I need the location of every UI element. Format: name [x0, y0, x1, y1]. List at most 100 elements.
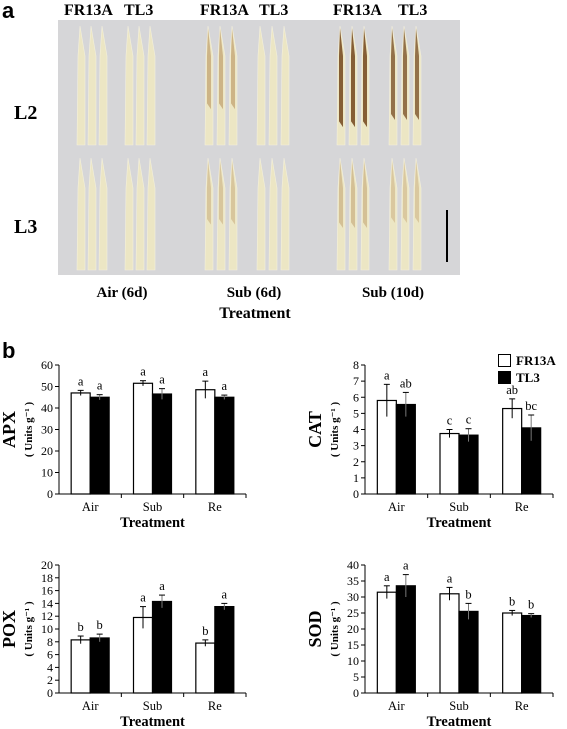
pox-y-label: POX	[0, 610, 19, 648]
leaf-blade-r1-g5-1	[400, 157, 410, 271]
apx-significance-label: a	[159, 373, 165, 387]
leaf-blade-r0-g0-2	[98, 25, 108, 146]
sod-category-label: Air	[388, 699, 406, 713]
leaf-stain-r0-g4-1	[351, 28, 355, 128]
leaf-stain-r1-g4-0	[339, 160, 343, 228]
pox-bar-fr13a-sub	[132, 616, 154, 694]
leaf-stain-r1-g2-0	[207, 160, 211, 225]
leaf-stain-r0-g2-1	[219, 28, 223, 110]
cat-y-tick-label: 5	[353, 406, 359, 420]
sod-x-label: Treatment	[427, 714, 492, 729]
pox-y-tick-label: 2	[47, 673, 53, 687]
column-label-sub-6d: Sub (6d)	[226, 285, 282, 301]
leaf-blades-image	[76, 25, 422, 271]
apx-category-label: Re	[208, 500, 222, 514]
sod-y-tick-label: 30	[347, 590, 359, 604]
pox-y-tick-label: 12	[41, 609, 53, 623]
header-tl3-air: TL3	[124, 2, 154, 19]
pox-y-tick-label: 14	[41, 596, 53, 610]
pox-y-tick-label: 6	[47, 648, 53, 662]
row-label-l2: L2	[14, 102, 38, 124]
cat-category-label: Re	[515, 500, 529, 514]
column-label-sub-10d: Sub (10d)	[361, 285, 425, 301]
cat-significance-label: c	[447, 414, 453, 428]
pox-y-tick-label: 18	[41, 571, 53, 585]
apx-y-tick-label: 60	[41, 358, 53, 372]
pox-y-tick-label: 16	[41, 584, 53, 598]
leaf-stain-r1-g2-1	[219, 160, 223, 225]
cat-significance-label: ab	[506, 383, 518, 397]
cat-significance-label: bc	[525, 399, 537, 413]
cat-y-tick-label: 4	[353, 423, 359, 437]
leaf-blade-r1-g4-1	[348, 157, 358, 271]
pox-significance-label: b	[78, 620, 84, 634]
sod-y-tick-label: 40	[347, 558, 359, 572]
apx-bar-tl3-re	[214, 396, 235, 495]
cat-category-label: Sub	[449, 500, 468, 514]
sod-significance-label: b	[465, 587, 471, 601]
apx-significance-label: a	[78, 374, 84, 388]
pox-category-label: Air	[82, 699, 100, 713]
sod-y-tick-label: 0	[353, 686, 359, 700]
apx-y-tick-label: 20	[41, 444, 53, 458]
sod-y-tick-label: 5	[353, 670, 359, 684]
sod-bar-tl3-re	[521, 614, 542, 694]
leaf-blade-r1-g4-0	[336, 157, 346, 271]
pox-y-tick-label: 10	[41, 622, 53, 636]
sod-y-tick-label: 10	[347, 654, 359, 668]
leaf-stain-r0-g4-0	[339, 28, 343, 128]
leaf-blade-r0-g1-1	[135, 25, 145, 146]
apx-y-unit: ( Units g⁻¹ )	[23, 402, 35, 458]
leaf-blade-r1-g2-1	[216, 157, 226, 271]
apx-x-label: Treatment	[120, 515, 185, 531]
leaf-blade-r0-g0-1	[87, 25, 97, 146]
leaf-blade-r1-g1-1	[135, 157, 145, 271]
apx-significance-label: a	[140, 365, 146, 379]
leaf-stain-r0-g4-2	[363, 28, 367, 128]
cat-bar-tl3-air	[395, 403, 416, 495]
sod-category-label: Re	[515, 699, 529, 713]
header-tl3-sub6: TL3	[259, 2, 289, 19]
sod-bar-fr13a-air	[376, 591, 397, 694]
scale-bar	[446, 210, 448, 262]
leaf-stain-r1-g4-1	[351, 160, 355, 228]
legend-item-tl3: TL3	[498, 369, 556, 386]
cat-y-unit: ( Units g⁻¹ )	[329, 402, 341, 458]
pox-bar-tl3-re	[214, 605, 235, 694]
leaf-blade-r1-g1-0	[124, 157, 134, 271]
pox-significance-label: b	[202, 624, 208, 638]
leaf-stain-r1-g5-0	[391, 160, 395, 223]
leaf-blade-r0-g3-2	[280, 25, 290, 146]
pox-significance-label: b	[97, 618, 103, 632]
sod-y-tick-label: 35	[347, 574, 359, 588]
pox-significance-label: a	[159, 579, 165, 593]
cat-significance-label: ab	[400, 376, 412, 390]
panel-a-xlabel: Treatment	[219, 305, 291, 322]
apx-y-tick-label: 10	[41, 466, 53, 480]
legend-swatch-fr13a	[498, 354, 511, 367]
sod-category-label: Sub	[449, 699, 468, 713]
leaf-blade-r1-g5-0	[388, 157, 398, 271]
legend-item-fr13a: FR13A	[498, 352, 556, 369]
pox-y-tick-label: 4	[47, 660, 53, 674]
header-tl3-sub10: TL3	[398, 2, 428, 19]
legend: FR13A TL3	[498, 352, 556, 386]
pox-category-label: Re	[208, 699, 222, 713]
pox-significance-label: a	[222, 587, 228, 601]
cat-bar-tl3-sub	[458, 434, 479, 495]
cat-bar-fr13a-re	[502, 407, 523, 495]
cat-category-label: Air	[388, 500, 406, 514]
apx-significance-label: a	[97, 379, 103, 393]
apx-y-tick-label: 0	[47, 487, 53, 501]
header-fr13a-air: FR13A	[64, 2, 113, 19]
legend-label-tl3: TL3	[516, 369, 540, 385]
pox-y-tick-label: 8	[47, 635, 53, 649]
leaf-stain-r1-g5-2	[415, 160, 419, 223]
cat-significance-label: c	[466, 413, 472, 427]
leaf-blade-r1-g1-2	[146, 157, 156, 271]
sod-y-tick-label: 25	[347, 606, 359, 620]
apx-significance-label: a	[222, 379, 228, 393]
header-fr13a-sub10: FR13A	[333, 2, 382, 19]
